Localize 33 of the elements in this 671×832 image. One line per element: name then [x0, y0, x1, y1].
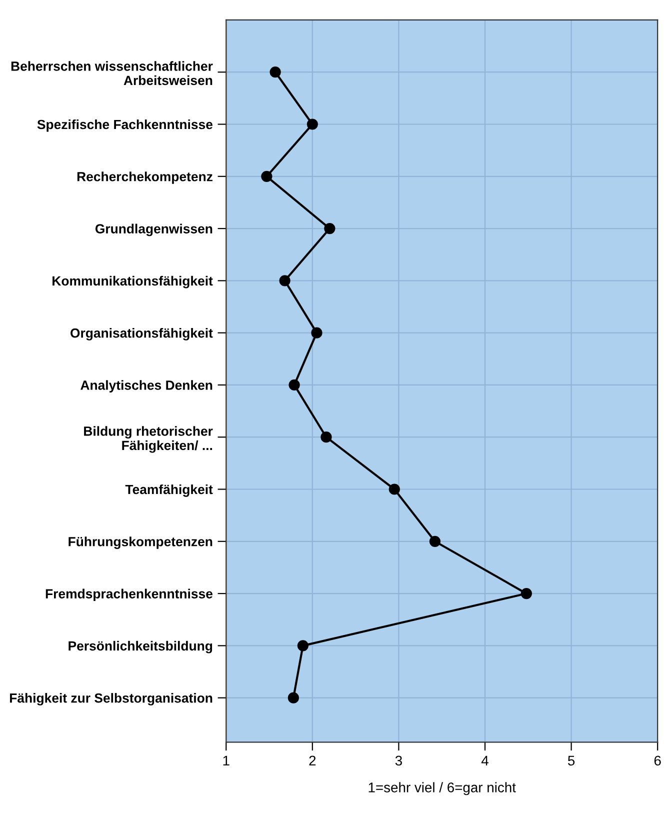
point — [288, 379, 300, 391]
point — [297, 640, 308, 652]
y-tick-label: Spezifische Fachkenntnisse — [37, 119, 212, 132]
y-tick-label: Recherchekompetenz — [77, 172, 212, 184]
y-tick-label: Persönlichkeitsbildung — [68, 640, 212, 654]
x-tick-label: 5 — [568, 756, 575, 766]
x-axis-title: 1=sehr viel / 6=gar nicht — [368, 782, 516, 796]
y-tick-label: Organisationsfähigkeit — [70, 328, 213, 340]
x-tick-label: 3 — [395, 756, 402, 766]
point — [306, 118, 318, 130]
point — [261, 170, 272, 182]
point — [388, 484, 400, 495]
point — [311, 327, 322, 338]
y-tick-label: Bildung rhetorischer Fähigkeiten/ ... — [84, 426, 213, 453]
point — [279, 275, 290, 286]
y-tick-label: Beherrschen wissenschaftlicher Arbeitsweisen — [11, 61, 213, 86]
y-tick-label: Fremdsprachenkenntnisse — [46, 588, 212, 602]
y-tick-label: Analytisches Denken — [80, 380, 212, 392]
x-tick-label: 4 — [481, 756, 488, 766]
point — [270, 66, 281, 78]
point — [324, 222, 336, 234]
point — [288, 692, 299, 704]
point — [520, 588, 532, 600]
y-tick-label: Kommunikationsfähigkeit — [52, 276, 213, 288]
point — [320, 432, 332, 443]
y-tick-label: Fähigkeit zur Selbstorganisation — [10, 693, 212, 706]
y-tick-label: Grundlagenwissen — [95, 224, 212, 236]
x-tick-label: 2 — [309, 756, 316, 766]
x-tick-label: 6 — [654, 756, 661, 766]
x-tick-label: 1 — [223, 756, 230, 766]
point — [429, 536, 441, 547]
y-tick-label: Führungskompetenzen — [68, 536, 212, 549]
y-tick-label: Teamfähigkeit — [125, 484, 213, 497]
